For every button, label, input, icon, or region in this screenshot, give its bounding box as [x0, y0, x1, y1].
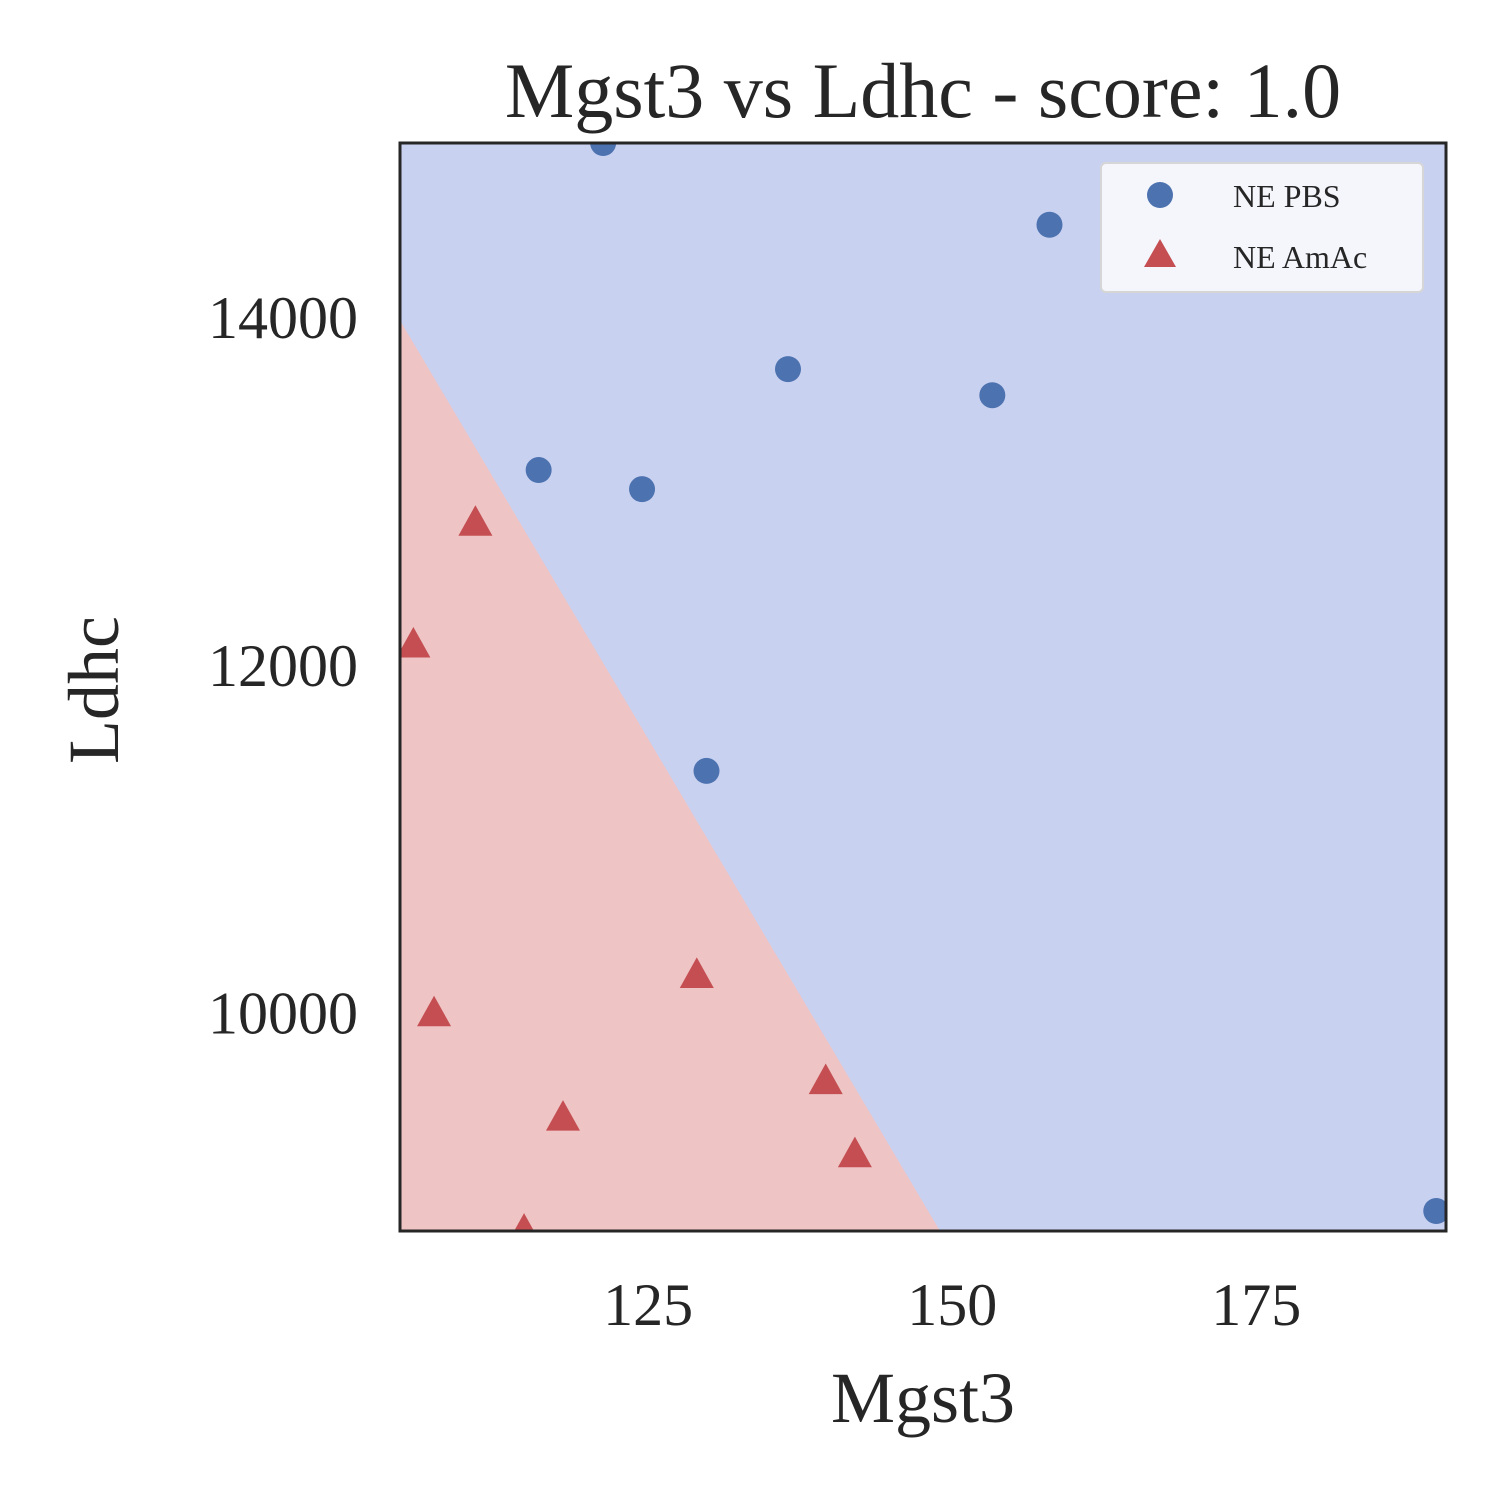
point-ne-pbs-3 — [979, 382, 1006, 409]
legend-box — [1100, 162, 1424, 293]
legend-label-ne-pbs: NE PBS — [1233, 178, 1341, 214]
point-ne-amac-0 — [458, 505, 493, 536]
point-ne-amac-7 — [514, 1213, 534, 1231]
y-ticks: 10000 12000 14000 — [208, 285, 358, 1047]
legend-label-ne-amac: NE AmAc — [1233, 239, 1367, 275]
point-ne-amac-2 — [417, 995, 452, 1027]
decision-regions — [400, 143, 1446, 1231]
point-ne-amac-5 — [545, 1100, 580, 1131]
y-axis-label: Ldhc — [54, 616, 134, 764]
data-points — [400, 143, 1446, 1231]
x-axis-label: Mgst3 — [831, 1358, 1015, 1438]
point-ne-amac-4 — [808, 1063, 843, 1095]
legend: NE PBS NE AmAc — [1100, 162, 1424, 293]
point-ne-amac-3 — [679, 957, 714, 989]
chart-title: Mgst3 vs Ldhc - score: 1.0 — [505, 47, 1341, 134]
plot-frame — [398, 141, 1448, 1233]
point-ne-amac-6 — [837, 1136, 872, 1168]
legend-marker-ne-pbs — [1147, 182, 1173, 208]
point-ne-pbs-6 — [693, 757, 720, 784]
y-tick-label-10000: 10000 — [208, 981, 358, 1047]
point-ne-pbs-1 — [1036, 211, 1063, 238]
x-tick-label-150: 150 — [907, 1272, 997, 1338]
point-ne-pbs-4 — [525, 457, 552, 484]
point-ne-pbs-5 — [629, 476, 656, 503]
point-ne-amac-1 — [400, 626, 431, 658]
legend-marker-ne-amac — [1144, 239, 1176, 267]
y-tick-label-12000: 12000 — [208, 633, 358, 699]
x-tick-label-175: 175 — [1211, 1272, 1301, 1338]
point-ne-pbs-7 — [1423, 1198, 1446, 1224]
x-tick-label-125: 125 — [603, 1272, 693, 1338]
y-tick-label-14000: 14000 — [208, 285, 358, 351]
point-ne-pbs-0 — [590, 143, 617, 156]
x-ticks: 125 150 175 — [603, 1272, 1301, 1338]
region-ne-amac — [400, 320, 941, 1231]
point-ne-pbs-2 — [774, 356, 801, 383]
